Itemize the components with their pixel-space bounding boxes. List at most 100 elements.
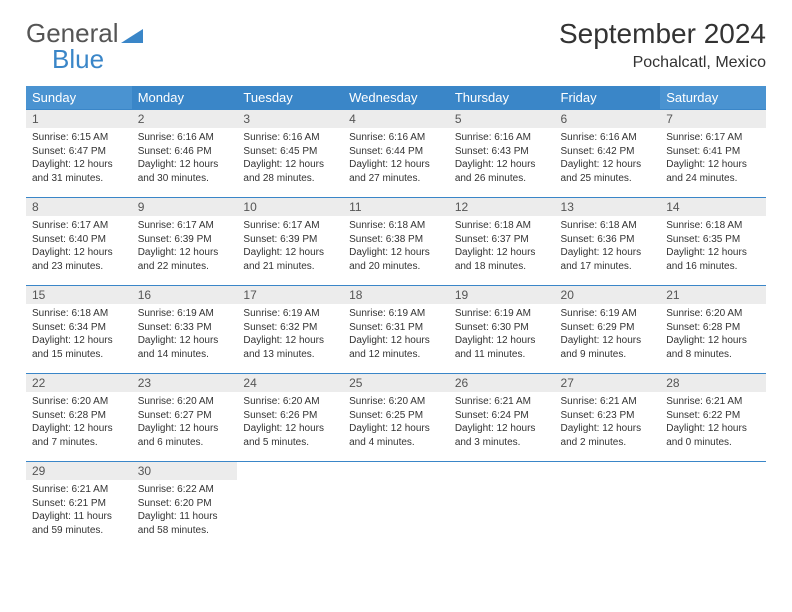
day-details: Sunrise: 6:22 AMSunset: 6:20 PMDaylight:… xyxy=(132,480,238,540)
calendar-cell: 4Sunrise: 6:16 AMSunset: 6:44 PMDaylight… xyxy=(343,110,449,198)
day-number: 9 xyxy=(132,198,238,216)
calendar-cell: 28Sunrise: 6:21 AMSunset: 6:22 PMDayligh… xyxy=(660,374,766,462)
calendar-cell: 19Sunrise: 6:19 AMSunset: 6:30 PMDayligh… xyxy=(449,286,555,374)
calendar-table: SundayMondayTuesdayWednesdayThursdayFrid… xyxy=(26,86,766,550)
title-block: September 2024 Pochalcatl, Mexico xyxy=(559,18,766,72)
day-details: Sunrise: 6:19 AMSunset: 6:32 PMDaylight:… xyxy=(237,304,343,364)
day-details: Sunrise: 6:16 AMSunset: 6:43 PMDaylight:… xyxy=(449,128,555,188)
day-number: 6 xyxy=(555,110,661,128)
day-number: 19 xyxy=(449,286,555,304)
day-details: Sunrise: 6:21 AMSunset: 6:24 PMDaylight:… xyxy=(449,392,555,452)
calendar-cell: 12Sunrise: 6:18 AMSunset: 6:37 PMDayligh… xyxy=(449,198,555,286)
day-details: Sunrise: 6:15 AMSunset: 6:47 PMDaylight:… xyxy=(26,128,132,188)
calendar-cell: 30Sunrise: 6:22 AMSunset: 6:20 PMDayligh… xyxy=(132,462,238,550)
day-details: Sunrise: 6:21 AMSunset: 6:23 PMDaylight:… xyxy=(555,392,661,452)
day-details: Sunrise: 6:20 AMSunset: 6:27 PMDaylight:… xyxy=(132,392,238,452)
calendar-cell: 15Sunrise: 6:18 AMSunset: 6:34 PMDayligh… xyxy=(26,286,132,374)
day-number: 15 xyxy=(26,286,132,304)
day-number: 11 xyxy=(343,198,449,216)
day-details: Sunrise: 6:20 AMSunset: 6:26 PMDaylight:… xyxy=(237,392,343,452)
day-number: 8 xyxy=(26,198,132,216)
calendar-cell: 5Sunrise: 6:16 AMSunset: 6:43 PMDaylight… xyxy=(449,110,555,198)
day-details: Sunrise: 6:20 AMSunset: 6:28 PMDaylight:… xyxy=(660,304,766,364)
day-details: Sunrise: 6:18 AMSunset: 6:34 PMDaylight:… xyxy=(26,304,132,364)
day-number: 20 xyxy=(555,286,661,304)
day-details: Sunrise: 6:21 AMSunset: 6:21 PMDaylight:… xyxy=(26,480,132,540)
weekday-row: SundayMondayTuesdayWednesdayThursdayFrid… xyxy=(26,86,766,110)
weekday-header: Sunday xyxy=(26,86,132,110)
calendar-cell: 27Sunrise: 6:21 AMSunset: 6:23 PMDayligh… xyxy=(555,374,661,462)
calendar-cell: 17Sunrise: 6:19 AMSunset: 6:32 PMDayligh… xyxy=(237,286,343,374)
location-label: Pochalcatl, Mexico xyxy=(559,54,766,72)
calendar-cell: 6Sunrise: 6:16 AMSunset: 6:42 PMDaylight… xyxy=(555,110,661,198)
calendar-cell: 23Sunrise: 6:20 AMSunset: 6:27 PMDayligh… xyxy=(132,374,238,462)
calendar-cell: 24Sunrise: 6:20 AMSunset: 6:26 PMDayligh… xyxy=(237,374,343,462)
calendar-cell: 11Sunrise: 6:18 AMSunset: 6:38 PMDayligh… xyxy=(343,198,449,286)
day-number: 17 xyxy=(237,286,343,304)
day-number: 14 xyxy=(660,198,766,216)
day-details: Sunrise: 6:18 AMSunset: 6:37 PMDaylight:… xyxy=(449,216,555,276)
day-number: 26 xyxy=(449,374,555,392)
day-number: 28 xyxy=(660,374,766,392)
day-number: 1 xyxy=(26,110,132,128)
calendar-cell: 9Sunrise: 6:17 AMSunset: 6:39 PMDaylight… xyxy=(132,198,238,286)
day-number: 7 xyxy=(660,110,766,128)
calendar-cell: 25Sunrise: 6:20 AMSunset: 6:25 PMDayligh… xyxy=(343,374,449,462)
calendar-body: 1Sunrise: 6:15 AMSunset: 6:47 PMDaylight… xyxy=(26,110,766,550)
day-number: 18 xyxy=(343,286,449,304)
day-details: Sunrise: 6:21 AMSunset: 6:22 PMDaylight:… xyxy=(660,392,766,452)
calendar-cell: 2Sunrise: 6:16 AMSunset: 6:46 PMDaylight… xyxy=(132,110,238,198)
calendar-cell: 26Sunrise: 6:21 AMSunset: 6:24 PMDayligh… xyxy=(449,374,555,462)
logo-triangle-icon xyxy=(121,25,143,43)
weekday-header: Wednesday xyxy=(343,86,449,110)
day-number: 2 xyxy=(132,110,238,128)
calendar-cell: 3Sunrise: 6:16 AMSunset: 6:45 PMDaylight… xyxy=(237,110,343,198)
calendar-cell: 10Sunrise: 6:17 AMSunset: 6:39 PMDayligh… xyxy=(237,198,343,286)
calendar-cell: 13Sunrise: 6:18 AMSunset: 6:36 PMDayligh… xyxy=(555,198,661,286)
weekday-header: Friday xyxy=(555,86,661,110)
brand-part2: Blue xyxy=(52,44,104,75)
calendar-cell: 21Sunrise: 6:20 AMSunset: 6:28 PMDayligh… xyxy=(660,286,766,374)
calendar-cell: 14Sunrise: 6:18 AMSunset: 6:35 PMDayligh… xyxy=(660,198,766,286)
page-header: General September 2024 Pochalcatl, Mexic… xyxy=(0,0,792,80)
day-details: Sunrise: 6:18 AMSunset: 6:36 PMDaylight:… xyxy=(555,216,661,276)
calendar-cell: 22Sunrise: 6:20 AMSunset: 6:28 PMDayligh… xyxy=(26,374,132,462)
day-details: Sunrise: 6:16 AMSunset: 6:44 PMDaylight:… xyxy=(343,128,449,188)
day-details: Sunrise: 6:19 AMSunset: 6:29 PMDaylight:… xyxy=(555,304,661,364)
day-number: 16 xyxy=(132,286,238,304)
day-number: 25 xyxy=(343,374,449,392)
calendar-cell xyxy=(343,462,449,550)
calendar-cell: 20Sunrise: 6:19 AMSunset: 6:29 PMDayligh… xyxy=(555,286,661,374)
day-number: 5 xyxy=(449,110,555,128)
day-details: Sunrise: 6:18 AMSunset: 6:38 PMDaylight:… xyxy=(343,216,449,276)
calendar-cell: 16Sunrise: 6:19 AMSunset: 6:33 PMDayligh… xyxy=(132,286,238,374)
day-number: 27 xyxy=(555,374,661,392)
month-title: September 2024 xyxy=(559,18,766,50)
day-details: Sunrise: 6:20 AMSunset: 6:28 PMDaylight:… xyxy=(26,392,132,452)
weekday-header: Saturday xyxy=(660,86,766,110)
day-details: Sunrise: 6:19 AMSunset: 6:33 PMDaylight:… xyxy=(132,304,238,364)
day-details: Sunrise: 6:18 AMSunset: 6:35 PMDaylight:… xyxy=(660,216,766,276)
day-details: Sunrise: 6:16 AMSunset: 6:46 PMDaylight:… xyxy=(132,128,238,188)
day-details: Sunrise: 6:17 AMSunset: 6:39 PMDaylight:… xyxy=(132,216,238,276)
day-details: Sunrise: 6:16 AMSunset: 6:42 PMDaylight:… xyxy=(555,128,661,188)
calendar-cell xyxy=(660,462,766,550)
calendar-cell xyxy=(237,462,343,550)
weekday-header: Monday xyxy=(132,86,238,110)
day-details: Sunrise: 6:20 AMSunset: 6:25 PMDaylight:… xyxy=(343,392,449,452)
calendar-cell xyxy=(449,462,555,550)
day-details: Sunrise: 6:16 AMSunset: 6:45 PMDaylight:… xyxy=(237,128,343,188)
day-details: Sunrise: 6:19 AMSunset: 6:31 PMDaylight:… xyxy=(343,304,449,364)
day-number: 22 xyxy=(26,374,132,392)
day-details: Sunrise: 6:17 AMSunset: 6:40 PMDaylight:… xyxy=(26,216,132,276)
calendar-cell: 1Sunrise: 6:15 AMSunset: 6:47 PMDaylight… xyxy=(26,110,132,198)
calendar-cell xyxy=(555,462,661,550)
day-number: 12 xyxy=(449,198,555,216)
calendar-cell: 18Sunrise: 6:19 AMSunset: 6:31 PMDayligh… xyxy=(343,286,449,374)
day-number: 23 xyxy=(132,374,238,392)
day-number: 4 xyxy=(343,110,449,128)
weekday-header: Thursday xyxy=(449,86,555,110)
calendar-cell: 29Sunrise: 6:21 AMSunset: 6:21 PMDayligh… xyxy=(26,462,132,550)
day-number: 13 xyxy=(555,198,661,216)
calendar-cell: 8Sunrise: 6:17 AMSunset: 6:40 PMDaylight… xyxy=(26,198,132,286)
